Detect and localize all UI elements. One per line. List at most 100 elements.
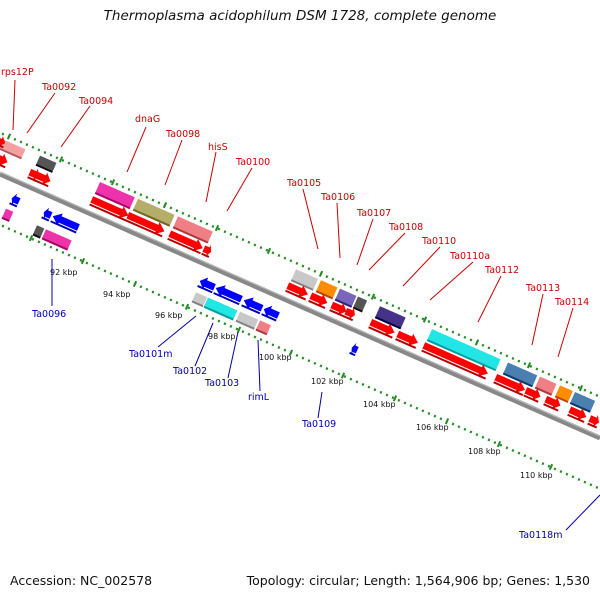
gene-label-hisS[interactable]: hisS (208, 142, 228, 153)
track-dot (61, 158, 65, 162)
major-tick (110, 179, 116, 186)
gene-label-Ta0105[interactable]: Ta0105 (286, 178, 321, 189)
gene-block[interactable] (554, 385, 573, 403)
gene-block[interactable] (534, 376, 557, 396)
gene-block[interactable] (493, 371, 528, 396)
gene-block[interactable] (290, 269, 318, 291)
gene-block[interactable] (213, 282, 244, 306)
gene-block[interactable] (41, 206, 54, 222)
gene-block[interactable] (329, 299, 349, 318)
gene-label-Ta0118m[interactable]: Ta0118m (518, 530, 562, 541)
gene-label-Ta0096[interactable]: Ta0096 (31, 309, 66, 320)
gene-label-Ta0106[interactable]: Ta0106 (320, 192, 355, 203)
track-dot (331, 369, 335, 373)
track-dot (565, 380, 569, 384)
gene-block[interactable] (89, 193, 131, 222)
gene-block[interactable] (261, 303, 281, 322)
gene-block[interactable] (241, 294, 265, 315)
gene-label-Ta0094[interactable]: Ta0094 (78, 96, 113, 107)
track-dot (241, 238, 245, 242)
gene-block[interactable] (543, 393, 563, 412)
gene-block[interactable] (569, 392, 596, 413)
gene-block[interactable] (197, 275, 217, 294)
track-dot (145, 287, 149, 291)
gene-block[interactable] (132, 198, 175, 227)
gene-block[interactable] (9, 192, 22, 208)
gene-label-Ta0114[interactable]: Ta0114 (554, 297, 589, 308)
gene-block[interactable] (167, 228, 205, 255)
track-dot (37, 240, 41, 244)
track-dot (169, 206, 173, 210)
track-dot (235, 327, 239, 331)
gene-label-Ta0107[interactable]: Ta0107 (356, 208, 391, 219)
track-dot (343, 283, 347, 287)
track-dot (451, 330, 455, 334)
track-dot (409, 312, 413, 316)
track-dot (55, 156, 59, 160)
track-dot (529, 364, 533, 368)
gene-label-Ta0103[interactable]: Ta0103 (204, 378, 239, 389)
gene-block[interactable] (125, 209, 167, 238)
gene-label-Ta0109[interactable]: Ta0109 (301, 419, 336, 430)
gene-block[interactable] (426, 329, 501, 372)
gene-block[interactable] (523, 384, 543, 403)
gene-block[interactable] (587, 413, 600, 429)
gene-label-Ta0112[interactable]: Ta0112 (484, 265, 519, 276)
gene-block[interactable] (368, 316, 397, 339)
major-tick (236, 326, 242, 333)
gene-block[interactable] (315, 280, 338, 300)
gene-block[interactable] (191, 292, 207, 308)
gene-block[interactable] (41, 229, 72, 251)
gene-block[interactable] (352, 296, 368, 313)
major-tick (80, 257, 86, 265)
major-tick (318, 270, 324, 277)
gene-block[interactable] (33, 169, 53, 188)
gene-block[interactable] (50, 210, 81, 234)
gene-block[interactable] (567, 404, 589, 423)
gene-label-Ta0092[interactable]: Ta0092 (41, 82, 76, 93)
gene-block[interactable] (308, 290, 330, 309)
gene-block[interactable] (32, 225, 45, 239)
gene-label-Ta0110a[interactable]: Ta0110a (449, 251, 490, 262)
track-dot (535, 367, 539, 371)
gene-block[interactable] (203, 297, 238, 321)
gene-label-Ta0100[interactable]: Ta0100 (235, 157, 270, 168)
major-tick (266, 247, 272, 255)
gene-block[interactable] (0, 133, 7, 149)
gene-block[interactable] (172, 216, 213, 244)
gene-block[interactable] (35, 155, 57, 173)
gene-label-rimL[interactable]: rimL (248, 392, 270, 403)
gene-label-Ta0098[interactable]: Ta0098 (165, 129, 200, 140)
gene-block[interactable] (1, 208, 14, 222)
gene-block[interactable] (395, 328, 420, 349)
gene-block[interactable] (374, 306, 406, 330)
gene-block[interactable] (285, 280, 310, 301)
gene-label-Ta0113[interactable]: Ta0113 (525, 283, 560, 294)
gene-block[interactable] (0, 150, 10, 169)
gene-label-Ta0101m[interactable]: Ta0101m (128, 349, 172, 360)
gene-label-Ta0110[interactable]: Ta0110 (421, 236, 456, 247)
gene-block[interactable] (201, 243, 214, 258)
gene-block[interactable] (343, 305, 357, 322)
track-dot (97, 174, 101, 178)
gene-block[interactable] (255, 320, 271, 336)
gene-label-dnaG[interactable]: dnaG (135, 114, 160, 125)
track-dot (259, 246, 263, 250)
gene-block[interactable] (421, 340, 490, 380)
track-dot (595, 485, 599, 489)
track-dot (109, 272, 113, 276)
scale-label: 106 kbp (416, 423, 449, 432)
gene-block[interactable] (235, 311, 259, 330)
gene-block[interactable] (334, 288, 357, 308)
gene-label-Ta0108[interactable]: Ta0108 (388, 222, 423, 233)
track-dot (19, 232, 23, 236)
track-dot (31, 145, 35, 149)
gene-label-rps12P[interactable]: rps12P (1, 67, 34, 78)
gene-block[interactable] (502, 362, 538, 388)
gene-block[interactable] (349, 342, 360, 357)
gene-label-Ta0102[interactable]: Ta0102 (172, 366, 207, 377)
track-dot (577, 386, 581, 390)
track-dot (337, 372, 341, 376)
gene-block[interactable] (94, 182, 135, 210)
track-dot (559, 378, 563, 382)
